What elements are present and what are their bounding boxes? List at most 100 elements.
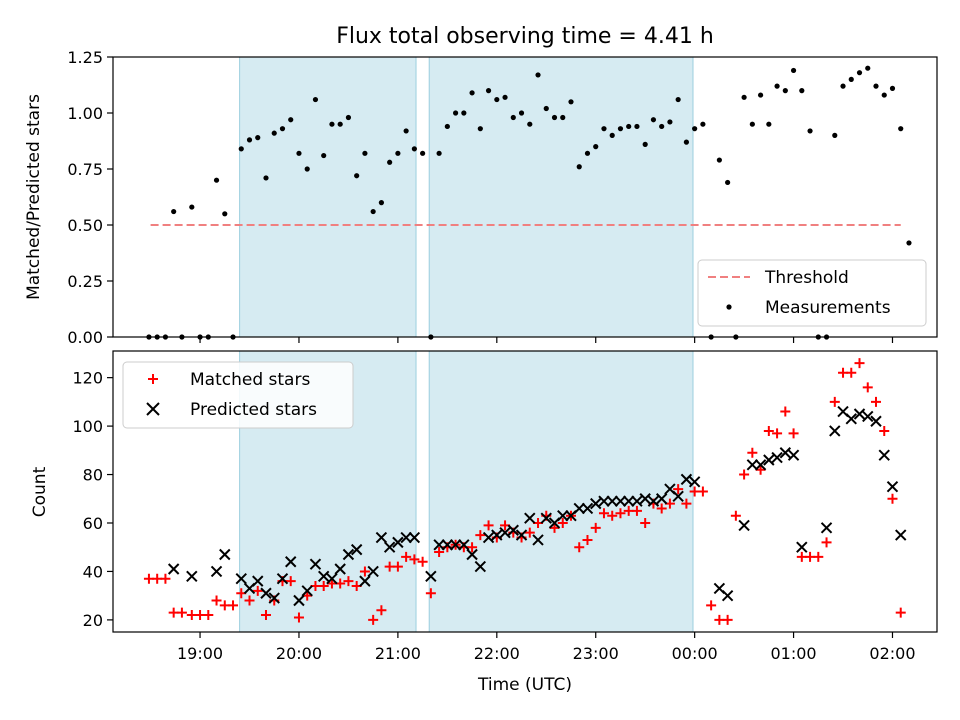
predicted-stars-point — [598, 495, 610, 507]
predicted-stars-point — [639, 493, 651, 505]
predicted-stars-point — [408, 531, 421, 544]
predicted-stars-point — [581, 502, 594, 515]
predicted-stars-point — [655, 493, 668, 505]
x-tick-label: 21:00 — [375, 644, 421, 663]
matched-stars-point — [417, 556, 428, 567]
measurement-point — [601, 126, 607, 132]
predicted-stars-point — [688, 476, 701, 488]
measurement-point — [832, 132, 838, 138]
predicted-stars-point — [631, 495, 643, 507]
predicted-stars-point — [895, 529, 907, 541]
matched-stars-point — [425, 588, 436, 599]
matched-stars-point — [285, 576, 296, 587]
matched-stars-point — [615, 508, 626, 519]
predicted-stars-point — [746, 459, 759, 471]
measurement-point — [898, 126, 904, 132]
matched-stars-point — [176, 607, 187, 618]
measurement-point — [848, 76, 854, 82]
matched-stars-point — [524, 527, 535, 538]
legend-matched-swatch — [148, 374, 158, 384]
predicted-stars-point — [252, 575, 264, 587]
matched-stars-point — [368, 614, 379, 625]
predicted-stars-point — [359, 575, 371, 587]
matched-stars-point — [392, 561, 403, 572]
predicted-stars-point — [482, 531, 495, 544]
predicted-stars-point — [367, 565, 379, 578]
matched-stars-point — [747, 447, 758, 458]
predicted-stars-point — [680, 473, 693, 486]
predicted-stars-point — [532, 534, 544, 546]
measurement-point — [387, 159, 393, 165]
matched-stars-point — [590, 522, 601, 533]
top-legend-box — [697, 259, 927, 327]
x-tick-label: 20:00 — [276, 644, 322, 663]
measurement-point — [345, 114, 352, 121]
measurement-point — [255, 135, 261, 141]
predicted-stars-point — [375, 531, 388, 544]
predicted-stars-point — [771, 451, 783, 464]
bottom-y-tick-label: 40 — [83, 562, 103, 581]
matched-stars-point — [821, 537, 832, 548]
measurement-point — [171, 208, 177, 215]
matched-stars-point — [376, 605, 387, 616]
matched-stars-point — [409, 554, 420, 565]
bottom-y-tick-label: 120 — [72, 369, 103, 388]
matched-stars-point — [763, 425, 774, 436]
matched-stars-point — [829, 396, 840, 407]
bottom-y-tick-label: 20 — [83, 611, 103, 630]
matched-stars-point — [598, 508, 609, 519]
matched-stars-point — [434, 547, 445, 558]
x-tick-label: 19:00 — [177, 644, 223, 663]
predicted-stars-point — [573, 502, 585, 515]
matched-stars-point — [582, 534, 593, 545]
predicted-stars-point — [540, 512, 552, 524]
matched-stars-point — [673, 484, 684, 495]
predicted-stars-point — [557, 510, 569, 522]
measurement-point — [782, 88, 788, 94]
measurement-point — [485, 88, 492, 94]
matched-stars-point — [475, 530, 486, 541]
matched-stars-point — [203, 610, 214, 621]
predicted-stars-point — [796, 541, 808, 553]
matched-stars-point — [871, 396, 881, 407]
predicted-stars-point — [515, 529, 528, 541]
measurement-point — [650, 117, 657, 123]
matched-stars-point — [318, 580, 329, 591]
top-y-tick-label: 0.75 — [67, 160, 103, 179]
predicted-stars-point — [186, 570, 198, 582]
measurement-point — [716, 157, 722, 163]
predicted-stars-point — [425, 570, 437, 582]
measurement-point — [889, 85, 896, 91]
measurement-point — [494, 96, 500, 103]
top-plot-frame — [112, 56, 938, 338]
x-tick-label: 23:00 — [573, 644, 619, 663]
predicted-stars-point — [886, 480, 899, 493]
matched-stars-point — [722, 614, 733, 625]
measurement-point — [354, 173, 360, 179]
matched-stars-point — [574, 542, 585, 553]
measurement-point — [246, 137, 253, 143]
measurement-point — [692, 126, 698, 132]
measurement-point — [774, 83, 780, 89]
bottom-y-tick-label: 100 — [72, 417, 103, 436]
measurement-point — [626, 123, 632, 130]
matched-stars-point — [854, 358, 865, 369]
predicted-stars-point — [317, 570, 330, 582]
measurement-point — [568, 99, 574, 105]
matched-stars-point — [739, 469, 750, 480]
measurement-point — [551, 114, 558, 121]
measurement-point — [642, 141, 648, 147]
matched-stars-point — [656, 503, 667, 514]
chart-title: Flux total observing time = 4.41 h — [336, 24, 714, 49]
matched-stars-point — [879, 425, 890, 436]
top-y-tick-label: 0.50 — [67, 216, 103, 235]
predicted-stars-point — [433, 539, 445, 551]
predicted-stars-point — [474, 560, 487, 573]
predicted-stars-point — [507, 524, 520, 536]
predicted-stars-point — [293, 594, 305, 607]
bottom-y-tick-label: 60 — [83, 514, 103, 533]
matched-stars-point — [772, 428, 783, 439]
measurement-point — [593, 144, 599, 150]
predicted-stars-point — [721, 589, 734, 602]
